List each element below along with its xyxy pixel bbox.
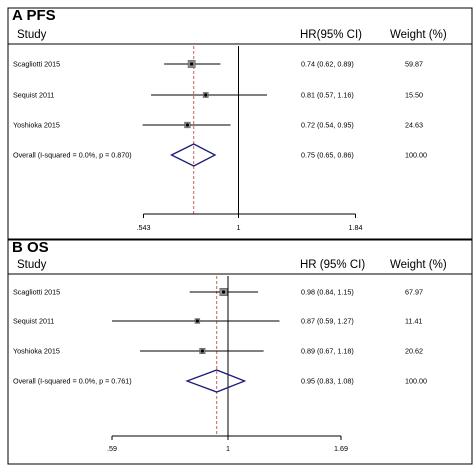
overall-label: Overall (I-squared = 0.0%, p = 0.761) <box>13 377 132 386</box>
hr-ci-value: 0.87 (0.59, 1.27) <box>301 317 354 326</box>
hr-column-header: HR(95% CI) <box>300 29 362 41</box>
hr-ci-value: 0.74 (0.62, 0.89) <box>301 60 354 69</box>
x-tick-label: 1 <box>237 223 241 232</box>
weight-value: 11.41 <box>405 317 422 326</box>
study-label: Sequist 2011 <box>13 91 54 100</box>
panel-frame <box>7 7 473 240</box>
panel-title: B OS <box>12 239 49 256</box>
point-estimate-marker <box>204 93 208 97</box>
study-label: Scagliotti 2015 <box>13 60 60 69</box>
point-estimate-marker <box>221 290 226 294</box>
overall-label: Overall (I-squared = 0.0%, p = 0.870) <box>13 151 132 160</box>
forest-panel-os: B OS Study HR (95% CI) Weight (%) .59 1 1.69 Sc… <box>7 239 473 465</box>
hr-ci-value: 0.72 (0.54, 0.95) <box>301 121 354 130</box>
weight-value: 100.00 <box>405 151 427 160</box>
weight-column-header: Weight (%) <box>390 29 447 41</box>
overall-effect-diamond <box>170 143 217 167</box>
study-label: Yoshioka 2015 <box>13 347 60 356</box>
x-tick-label: 1.69 <box>334 444 348 453</box>
panel-title: A PFS <box>12 7 56 24</box>
hr-column-header: HR (95% CI) <box>300 259 365 271</box>
study-label: Yoshioka 2015 <box>13 121 60 130</box>
point-estimate-marker <box>185 123 189 127</box>
hr-ci-value: 0.95 (0.83, 1.08) <box>301 377 354 386</box>
weight-value: 15.50 <box>405 91 423 100</box>
point-estimate-marker <box>190 62 194 66</box>
point-estimate-marker <box>195 319 199 323</box>
x-tick-label: .543 <box>137 223 151 232</box>
hr-ci-value: 0.75 (0.65, 0.86) <box>301 151 354 160</box>
x-tick-label: .59 <box>107 444 117 453</box>
study-column-header: Study <box>17 259 47 271</box>
hr-ci-value: 0.81 (0.57, 1.16) <box>301 91 354 100</box>
study-label: Scagliotti 2015 <box>13 288 60 297</box>
weight-value: 67.97 <box>405 288 423 297</box>
forest-panel-pfs: A PFS Study HR(95% CI) Weight (%) .543 1 1.84 S… <box>7 7 473 240</box>
weight-value: 59.87 <box>405 60 423 69</box>
weight-value: 24.63 <box>405 121 423 130</box>
x-tick-label: 1 <box>226 444 230 453</box>
study-label: Sequist 2011 <box>13 317 54 326</box>
hr-ci-value: 0.89 (0.67, 1.18) <box>301 347 354 356</box>
study-column-header: Study <box>17 29 47 41</box>
point-estimate-marker <box>200 349 204 353</box>
weight-value: 100.00 <box>405 377 427 386</box>
hr-ci-value: 0.98 (0.84, 1.15) <box>301 288 354 297</box>
weight-column-header: Weight (%) <box>390 259 447 271</box>
panel-frame <box>7 239 473 465</box>
x-tick-label: 1.84 <box>349 223 363 232</box>
weight-value: 20.62 <box>405 347 423 356</box>
overall-effect-diamond <box>185 369 247 393</box>
